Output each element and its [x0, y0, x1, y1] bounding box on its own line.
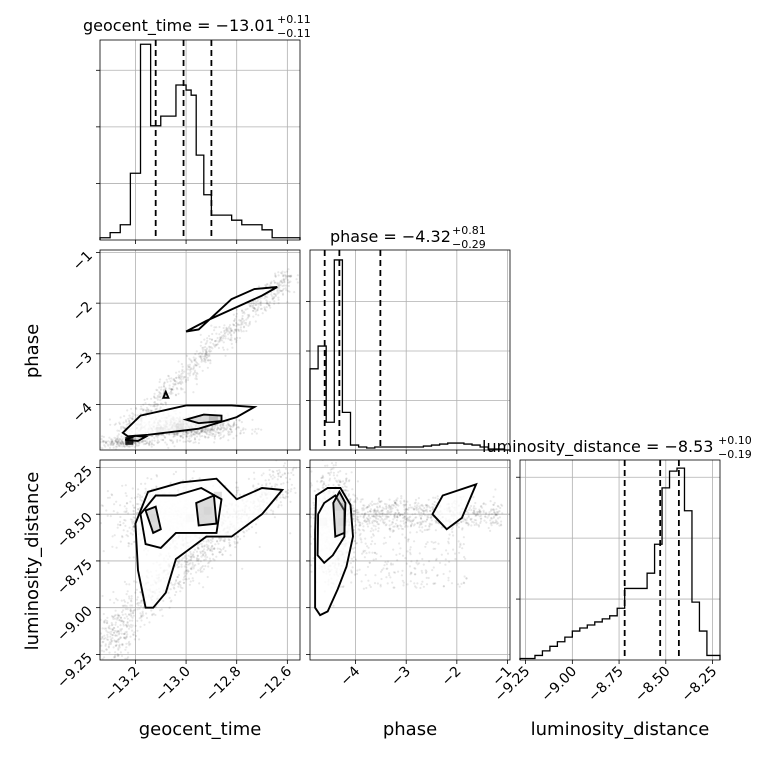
panel-luminosity-distance-vs-phase: −4 −3 −2 −1: [306, 459, 515, 690]
x-tick-label: −8.75: [585, 664, 627, 706]
contour-level: [431, 482, 478, 531]
x-tick-label: −12.6: [254, 663, 296, 705]
gridlines: [310, 250, 510, 450]
contour-level: [332, 489, 347, 538]
histogram-luminosity-distance: [519, 467, 721, 660]
y-tick-label: −8.75: [54, 556, 96, 598]
scatter-points: [100, 460, 300, 660]
y-tick-label: −4: [70, 400, 96, 426]
contour-level: [195, 494, 218, 527]
contour-level: [182, 413, 223, 425]
title-luminosity-distance: luminosity_distance = −8.53 +0.10 −0.19: [482, 434, 752, 461]
scatter-points: [310, 460, 504, 617]
title-luminosity-distance-sup: +0.10: [718, 434, 752, 447]
y-tick-label: −3: [70, 349, 96, 375]
y-tick-label: −9.00: [54, 603, 96, 645]
y-tick-label: −8.25: [54, 463, 96, 505]
x-tick-label: −4: [337, 663, 363, 689]
y-tick-label: −1: [70, 248, 96, 274]
x-tick-label: −2: [439, 664, 465, 690]
title-luminosity-distance-main: luminosity_distance = −8.53: [482, 437, 713, 457]
panel-phase-histogram: [306, 249, 511, 454]
title-phase: phase = −4.32 +0.81 −0.29: [330, 224, 486, 251]
title-geocent-time-sup: +0.11: [277, 13, 311, 26]
x-axis-label-geocent-time: geocent_time: [139, 719, 262, 740]
x-tick-label: −8.50: [632, 664, 674, 706]
x-tick-label: −8.25: [679, 664, 721, 706]
y-axis-label-luminosity-distance: luminosity_distance: [22, 472, 43, 651]
title-phase-sub: −0.29: [452, 238, 486, 251]
title-luminosity-distance-sub: −0.19: [718, 448, 752, 461]
y-tick-label: −8.50: [54, 510, 96, 552]
x-tick-label: −13.2: [102, 664, 144, 706]
y-axis-label-phase: phase: [22, 324, 43, 378]
contour-level: [139, 486, 223, 549]
axes-frame: [309, 459, 511, 661]
contour-level: [144, 505, 162, 535]
panel-luminosity-distance-histogram: −9.25 −9.00 −8.75 −8.50 −8.25: [492, 459, 721, 706]
title-geocent-time-main: geocent_time = −13.01: [83, 16, 275, 36]
gridlines: [100, 40, 300, 240]
title-phase-sup: +0.81: [452, 224, 486, 237]
x-tick-label: −3: [388, 664, 414, 690]
panel-luminosity-distance-vs-geocent-time: −13.2 −13.0 −12.8 −12.6 −9.25 −9.00 −8.75−8.50…: [54, 459, 301, 706]
title-geocent-time-sub: −0.11: [277, 27, 311, 40]
contour-level: [185, 286, 278, 333]
axes-frame: [99, 249, 301, 451]
x-tick-label: −12.8: [203, 664, 245, 706]
x-axis-label-phase: phase: [383, 719, 437, 740]
title-phase-main: phase = −4.32: [330, 227, 451, 246]
histogram-geocent-time: [99, 43, 301, 240]
axes-frame: [519, 459, 721, 661]
x-tick-label: −13.0: [152, 664, 194, 706]
y-tick-label: −9.25: [54, 650, 96, 692]
contour-level: [124, 434, 149, 442]
gridlines: [520, 460, 720, 660]
axes-frame: [309, 249, 511, 451]
x-tick-label: −9.00: [539, 664, 581, 706]
scatter-points: [100, 268, 299, 450]
x-axis-label-luminosity-distance: luminosity_distance: [531, 719, 710, 740]
axes-frame: [99, 39, 301, 241]
panel-geocent-time-histogram: [96, 39, 301, 244]
panel-phase-vs-geocent-time: −4 −3 −2 −1: [70, 248, 301, 454]
title-geocent-time: geocent_time = −13.01 +0.11 −0.11: [83, 13, 311, 40]
contour-level: [161, 389, 170, 399]
y-tick-label: −2: [70, 299, 96, 325]
axes-frame: [99, 459, 301, 661]
histogram-phase: [309, 259, 510, 451]
